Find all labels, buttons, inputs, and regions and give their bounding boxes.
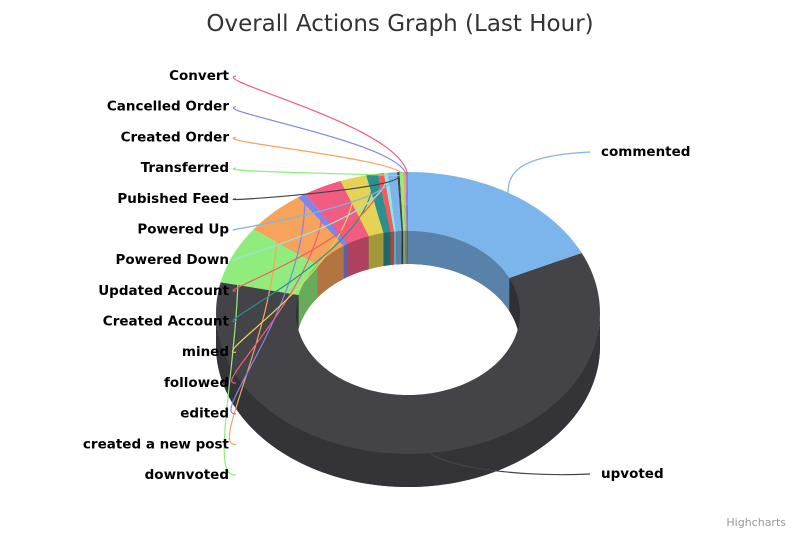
slice-upvoted[interactable] [216, 252, 600, 454]
label-edited: edited [180, 406, 229, 422]
connector-edited [230, 199, 306, 415]
slice-inner-wall-created-order [405, 231, 407, 265]
connector-upvoted [427, 448, 591, 476]
slice-inner-wall-updated-account [390, 231, 394, 266]
slice-inner-wall-cancelled-order [406, 231, 408, 265]
connector-downvoted [223, 256, 240, 476]
label-downvoted: downvoted [145, 467, 229, 483]
slice-inner-wall-downvoted [298, 264, 318, 329]
connector-commented [507, 151, 591, 198]
connector-followed [231, 190, 326, 384]
donut-depth-walls [216, 231, 600, 487]
slice-inner-wall-convert [407, 231, 408, 264]
chart-credits[interactable]: Highcharts [726, 516, 786, 529]
label-convert: Convert [169, 68, 229, 84]
connector-convert [232, 75, 408, 177]
slice-powered-up[interactable] [387, 172, 402, 232]
slice-transferred[interactable] [399, 172, 406, 232]
slice-inner-wall-upvoted [509, 278, 520, 346]
connector-created-account [232, 178, 374, 323]
label-created-order: Created Order [121, 129, 230, 145]
slice-inner-wall-powered-down [393, 231, 397, 265]
slice-inner-wall-powered-up [396, 231, 402, 265]
slice-edited[interactable] [298, 193, 348, 246]
slice-outer-wall-upvoted [216, 313, 600, 487]
slice-inner-wall-commented [408, 231, 510, 312]
connector-cancelled-order [232, 106, 407, 177]
connector-transferred [232, 167, 403, 177]
slice-updated-account[interactable] [377, 173, 394, 233]
chart-title: Overall Actions Graph (Last Hour) [206, 11, 593, 37]
slice-cancelled-order[interactable] [405, 172, 408, 232]
slice-commented[interactable] [408, 172, 582, 279]
slice-inner-wall-mined [368, 232, 384, 270]
slice-pubished-feed[interactable] [397, 172, 404, 232]
label-upvoted: upvoted [601, 466, 664, 482]
slice-created-a-new-post[interactable] [253, 197, 344, 265]
slice-created-order[interactable] [403, 172, 407, 232]
label-created-a-new-post: created a new post [83, 436, 230, 452]
slice-inner-wall-created-account [383, 232, 391, 266]
slice-inner-wall-transferred [403, 231, 406, 265]
slice-convert[interactable] [406, 172, 408, 231]
label-cancelled-order: Cancelled Order [107, 99, 230, 115]
slice-powered-down[interactable] [383, 172, 397, 232]
label-commented: commented [601, 144, 690, 160]
label-followed: followed [164, 375, 229, 391]
connector-created-order [232, 136, 406, 177]
label-pubished-feed: Pubished Feed [117, 191, 229, 207]
slice-inner-wall-followed [347, 236, 369, 277]
data-labels: commented upvoted downvoted created a new p… [83, 68, 691, 483]
slice-inner-wall-created-a-new-post [317, 245, 344, 298]
connector-updated-account [232, 177, 383, 292]
label-powered-up: Powered Up [137, 221, 229, 237]
donut-top-faces [216, 172, 600, 454]
label-updated-account: Updated Account [98, 283, 229, 299]
connector-pubished-feed [232, 175, 400, 201]
label-transferred: Transferred [141, 160, 229, 176]
label-created-account: Created Account [103, 314, 230, 330]
slice-inner-wall-edited [343, 243, 348, 279]
connector-powered-down [232, 177, 387, 262]
slice-inner-wall-pubished-feed [401, 231, 404, 265]
slice-mined[interactable] [340, 175, 384, 237]
connector-powered-up [232, 176, 394, 231]
label-connectors [223, 75, 591, 476]
label-mined: mined [182, 344, 229, 360]
label-powered-down: Powered Down [115, 252, 229, 268]
slice-followed[interactable] [305, 180, 369, 244]
